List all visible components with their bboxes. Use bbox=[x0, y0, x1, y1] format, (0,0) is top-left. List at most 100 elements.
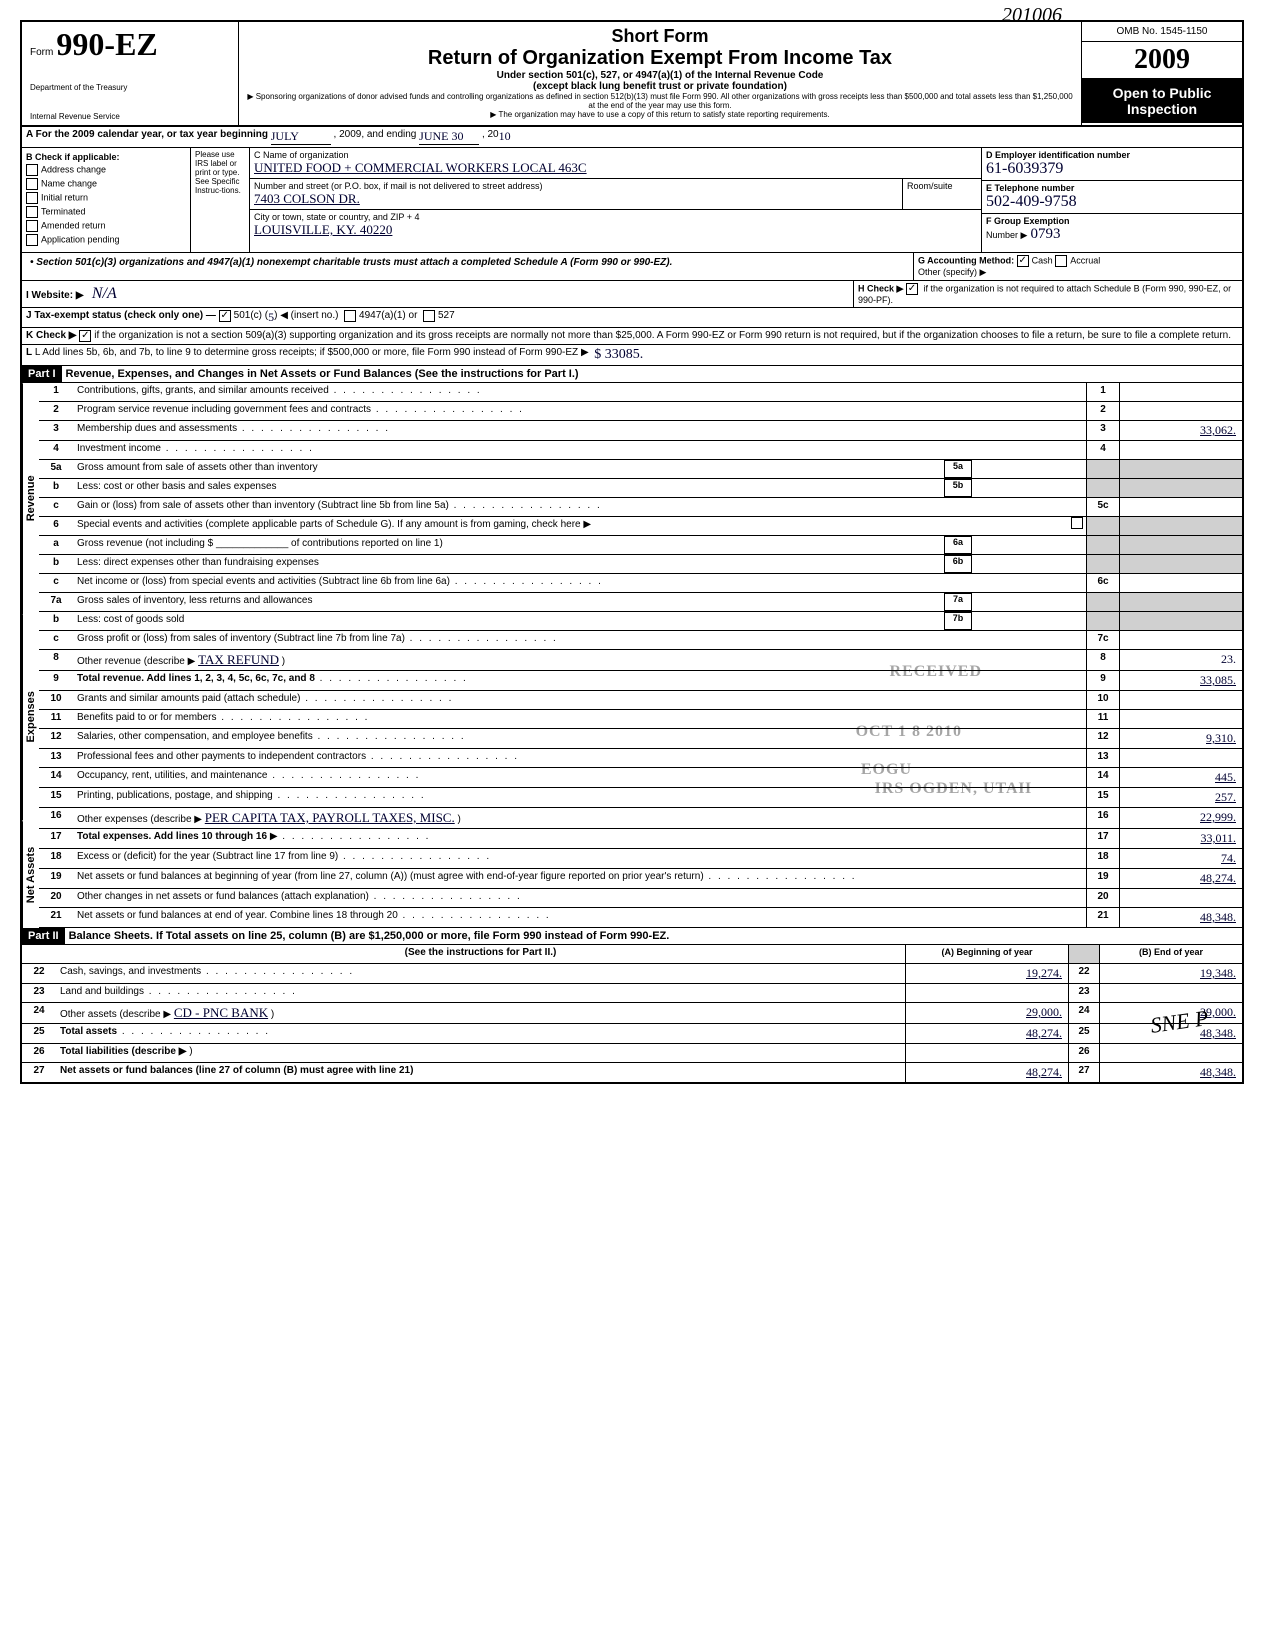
line6c-val bbox=[1120, 574, 1242, 592]
line15-val: 257. bbox=[1120, 788, 1242, 807]
line22-b: 19,348. bbox=[1100, 964, 1242, 983]
line26-b bbox=[1100, 1044, 1242, 1062]
line27-desc: Net assets or fund balances (line 27 of … bbox=[60, 1065, 413, 1076]
checkbox-527[interactable] bbox=[423, 310, 435, 322]
line16-desc: Other expenses (describe ▶ bbox=[77, 814, 202, 825]
form-year: 2009 bbox=[1082, 42, 1242, 79]
period-begin: JULY bbox=[271, 129, 331, 145]
accrual-label: Accrual bbox=[1070, 255, 1100, 265]
application-pending: Application pending bbox=[41, 234, 120, 244]
form-number: 990-EZ bbox=[56, 26, 157, 62]
line16-extra: PER CAPITA TAX, PAYROLL TAXES, MISC. bbox=[205, 810, 455, 825]
line19-desc: Net assets or fund balances at beginning… bbox=[73, 869, 1086, 888]
period-end: JUNE 30 bbox=[419, 129, 479, 145]
l-text: L Add lines 5b, 6b, and 7b, to line 9 to… bbox=[35, 347, 578, 363]
room-label: Room/suite bbox=[903, 179, 981, 209]
part2-see: (See the instructions for Part II.) bbox=[56, 945, 905, 963]
schedule-a-note: • Section 501(c)(3) organizations and 49… bbox=[22, 253, 913, 280]
short-form-title: Short Form bbox=[243, 26, 1077, 47]
line6-desc: Special events and activities (complete … bbox=[73, 517, 1071, 535]
checkbox-name[interactable] bbox=[26, 178, 38, 190]
ein: 61-6039379 bbox=[986, 160, 1238, 178]
subtitle1: Under section 501(c), 527, or 4947(a)(1)… bbox=[243, 70, 1077, 81]
line21-desc: Net assets or fund balances at end of ye… bbox=[73, 908, 1086, 927]
checkbox-h[interactable]: ✓ bbox=[906, 283, 918, 295]
checkbox-pending[interactable] bbox=[26, 234, 38, 246]
omb-number: OMB No. 1545-1150 bbox=[1082, 22, 1242, 42]
line11-val bbox=[1120, 710, 1242, 728]
line13-val bbox=[1120, 749, 1242, 767]
checkbox-accrual[interactable] bbox=[1055, 255, 1067, 267]
f-number-label: Number ▶ bbox=[986, 230, 1027, 240]
line23-b bbox=[1100, 984, 1242, 1002]
line2-desc: Program service revenue including govern… bbox=[73, 402, 1086, 420]
line17-desc: Total expenses. Add lines 10 through 16 bbox=[77, 831, 267, 842]
org-name: UNITED FOOD + COMMERCIAL WORKERS LOCAL 4… bbox=[254, 160, 977, 176]
initial-return: Initial return bbox=[41, 192, 88, 202]
e-label: E Telephone number bbox=[986, 183, 1238, 193]
line6b-desc: Less: direct expenses other than fundrai… bbox=[73, 555, 940, 573]
line9-desc: Total revenue. Add lines 1, 2, 3, 4, 5c,… bbox=[77, 673, 315, 684]
amended-return: Amended return bbox=[41, 220, 106, 230]
main-title: Return of Organization Exempt From Incom… bbox=[243, 47, 1077, 70]
note1: ▶ Sponsoring organizations of donor advi… bbox=[243, 92, 1077, 110]
line24-desc: Other assets (describe ▶ bbox=[60, 1009, 171, 1020]
line7b-desc: Less: cost of goods sold bbox=[73, 612, 940, 630]
form-header: Form 990-EZ Department of the Treasury I… bbox=[22, 22, 1242, 127]
checkbox-501c[interactable]: ✓ bbox=[219, 310, 231, 322]
form-prefix: Form bbox=[30, 47, 53, 58]
j-label: J Tax-exempt status (check only one) — bbox=[26, 310, 216, 325]
checkbox-k[interactable]: ✓ bbox=[79, 330, 91, 342]
line22-desc: Cash, savings, and investments bbox=[56, 964, 905, 983]
line8-extra: TAX REFUND bbox=[198, 652, 279, 667]
checkbox-amended[interactable] bbox=[26, 220, 38, 232]
line8-val: 23. bbox=[1120, 650, 1242, 670]
period-year2: 10 bbox=[499, 129, 511, 145]
phone: 502-409-9758 bbox=[986, 193, 1238, 211]
box-6b: 6b bbox=[944, 555, 972, 573]
line4-desc: Investment income bbox=[73, 441, 1086, 459]
box-6a: 6a bbox=[944, 536, 972, 554]
top-handwritten: 201006 bbox=[1002, 4, 1062, 27]
line1-desc: Contributions, gifts, grants, and simila… bbox=[73, 383, 1086, 401]
received-stamp1: RECEIVED bbox=[890, 663, 982, 681]
box-5b: 5b bbox=[944, 479, 972, 497]
checkbox-4947[interactable] bbox=[344, 310, 356, 322]
checkbox-initial[interactable] bbox=[26, 192, 38, 204]
part1-label: Part I bbox=[22, 366, 62, 382]
j-insert: ) ◀ (insert no.) bbox=[274, 310, 338, 325]
line2-val bbox=[1120, 402, 1242, 420]
l-arrow: ▶ bbox=[581, 347, 589, 363]
line9-val: 33,085. bbox=[1120, 671, 1242, 690]
part1-title: Revenue, Expenses, and Changes in Net As… bbox=[62, 366, 583, 382]
line1-val bbox=[1120, 383, 1242, 401]
line14-val: 445. bbox=[1120, 768, 1242, 787]
checkbox-address[interactable] bbox=[26, 164, 38, 176]
box-5a: 5a bbox=[944, 460, 972, 478]
line5a-desc: Gross amount from sale of assets other t… bbox=[73, 460, 940, 478]
line10-val bbox=[1120, 691, 1242, 709]
checkbox-terminated[interactable] bbox=[26, 206, 38, 218]
netassets-side: Net Assets bbox=[22, 821, 39, 928]
line21-val: 48,348. bbox=[1120, 908, 1242, 927]
line6c-desc: Net income or (loss) from special events… bbox=[73, 574, 1086, 592]
checkbox-cash[interactable]: ✓ bbox=[1017, 255, 1029, 267]
line10-desc: Grants and similar amounts paid (attach … bbox=[73, 691, 1086, 709]
line26-desc: Total liabilities (describe ▶ bbox=[60, 1046, 186, 1057]
dept-treasury: Department of the Treasury bbox=[30, 83, 230, 92]
period-mid: , 2009, and ending bbox=[334, 129, 417, 145]
subtitle2: (except black lung benefit trust or priv… bbox=[243, 81, 1077, 92]
street-label: Number and street (or P.O. box, if mail … bbox=[254, 181, 898, 191]
note2: ▶ The organization may have to use a cop… bbox=[243, 110, 1077, 119]
line23-a bbox=[905, 984, 1069, 1002]
box-7b: 7b bbox=[944, 612, 972, 630]
line8-desc: Other revenue (describe ▶ bbox=[77, 656, 195, 667]
name-change: Name change bbox=[41, 178, 97, 188]
box-7a: 7a bbox=[944, 593, 972, 611]
line4-val bbox=[1120, 441, 1242, 459]
h-label: H Check ▶ bbox=[858, 283, 903, 293]
line20-desc: Other changes in net assets or fund bala… bbox=[73, 889, 1086, 907]
line7c-desc: Gross profit or (loss) from sales of inv… bbox=[73, 631, 1086, 649]
checkbox-gaming[interactable] bbox=[1071, 517, 1083, 529]
line13-desc: Professional fees and other payments to … bbox=[73, 749, 1086, 767]
